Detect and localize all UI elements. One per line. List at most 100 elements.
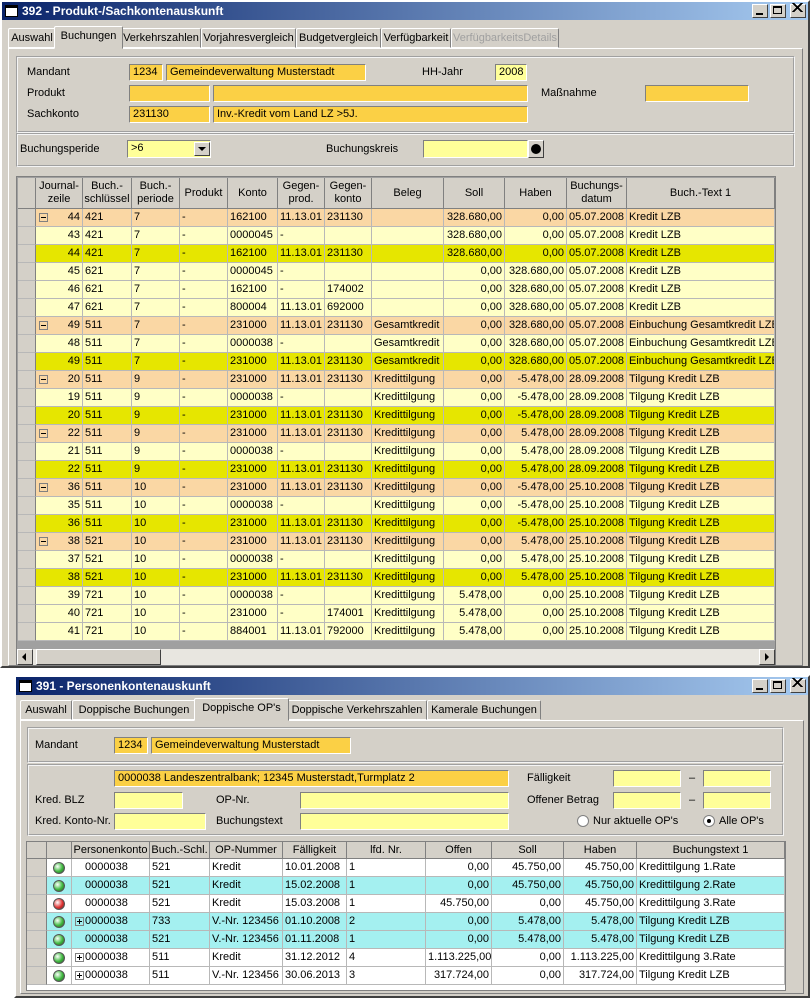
table-cell[interactable]: 5.478,00: [444, 587, 505, 605]
table-cell[interactable]: 231000: [228, 569, 278, 587]
table-cell[interactable]: 0,00: [444, 335, 505, 353]
table-cell[interactable]: 9: [132, 407, 180, 425]
table-cell[interactable]: -5.478,00: [505, 479, 567, 497]
table-cell[interactable]: 10: [132, 623, 180, 641]
table-cell[interactable]: 0000038: [72, 949, 150, 967]
table-cell[interactable]: 0,00: [426, 859, 492, 877]
table-cell[interactable]: V.-Nr. 123456: [210, 931, 283, 949]
table-cell[interactable]: 328.680,00: [505, 335, 567, 353]
table-cell[interactable]: 231130: [325, 533, 372, 551]
table-cell[interactable]: 9: [132, 443, 180, 461]
table-cell[interactable]: 521: [83, 569, 132, 587]
input-field[interactable]: [129, 85, 210, 102]
table-cell[interactable]: 5.478,00: [564, 913, 637, 931]
table-cell[interactable]: 0000038: [228, 587, 278, 605]
row-header[interactable]: [27, 967, 47, 985]
table-cell[interactable]: 521: [150, 877, 210, 895]
row-header[interactable]: [18, 587, 36, 605]
table-cell[interactable]: 05.07.2008: [567, 227, 627, 245]
table-cell[interactable]: 231130: [325, 245, 372, 263]
tab[interactable]: Verfügbarkeit: [381, 28, 451, 48]
row-header[interactable]: [18, 569, 36, 587]
row-header[interactable]: [27, 931, 47, 949]
table-cell[interactable]: -: [278, 587, 325, 605]
table-cell[interactable]: 5.478,00: [564, 931, 637, 949]
table-cell[interactable]: 0,00: [505, 623, 567, 641]
row-header[interactable]: [18, 353, 36, 371]
table-cell[interactable]: [325, 389, 372, 407]
table-cell[interactable]: 11.13.01: [278, 353, 325, 371]
table-cell[interactable]: [372, 245, 444, 263]
table-cell[interactable]: 0000038: [72, 967, 150, 985]
table-cell[interactable]: 0,00: [444, 281, 505, 299]
table-cell[interactable]: 511: [83, 335, 132, 353]
tab-active[interactable]: Buchungen: [54, 26, 123, 49]
table-cell[interactable]: 521: [83, 533, 132, 551]
table-cell[interactable]: 721: [83, 587, 132, 605]
table-cell[interactable]: 0,00: [444, 479, 505, 497]
table-cell[interactable]: Kredit LZB: [627, 281, 775, 299]
table-cell[interactable]: 421: [83, 245, 132, 263]
table-cell[interactable]: 7: [132, 299, 180, 317]
table-cell[interactable]: 0000038: [72, 913, 150, 931]
table-cell[interactable]: 44: [36, 245, 83, 263]
table-cell[interactable]: 0,00: [444, 497, 505, 515]
table-cell[interactable]: -: [278, 443, 325, 461]
table-cell[interactable]: 7: [132, 335, 180, 353]
table-cell[interactable]: 25.10.2008: [567, 551, 627, 569]
table-cell[interactable]: 521: [150, 859, 210, 877]
table-cell[interactable]: 511: [83, 371, 132, 389]
table-cell[interactable]: -: [278, 389, 325, 407]
table-cell[interactable]: 11.13.01: [278, 425, 325, 443]
table-cell[interactable]: [372, 299, 444, 317]
table-cell[interactable]: 0,00: [444, 317, 505, 335]
table-cell[interactable]: 521: [83, 551, 132, 569]
table-cell[interactable]: Kredittilgung: [372, 407, 444, 425]
table-cell[interactable]: -: [180, 335, 228, 353]
table-cell[interactable]: 0,00: [444, 461, 505, 479]
table-cell[interactable]: 9: [132, 371, 180, 389]
table-cell[interactable]: 231130: [325, 353, 372, 371]
table-cell[interactable]: 0000038: [72, 859, 150, 877]
table-cell[interactable]: -5.478,00: [505, 497, 567, 515]
table-cell[interactable]: 7: [132, 227, 180, 245]
table-cell[interactable]: 0,00: [492, 949, 564, 967]
table-cell[interactable]: -: [180, 353, 228, 371]
table-cell[interactable]: V.-Nr. 123456: [210, 967, 283, 985]
table-cell[interactable]: 11.13.01: [278, 533, 325, 551]
table-cell[interactable]: 328.680,00: [505, 353, 567, 371]
table-cell[interactable]: [372, 281, 444, 299]
table-cell[interactable]: 0,00: [505, 605, 567, 623]
table-cell[interactable]: -: [180, 227, 228, 245]
table-cell[interactable]: 5.478,00: [505, 569, 567, 587]
table-cell[interactable]: 0,00: [444, 425, 505, 443]
table-cell[interactable]: V.-Nr. 123456: [210, 913, 283, 931]
table-cell[interactable]: 231000: [228, 353, 278, 371]
column-header[interactable]: Buchungs- datum: [567, 178, 627, 209]
field-value[interactable]: Inv.-Kredit vom Land LZ >5J.: [213, 106, 528, 123]
table-cell[interactable]: 3: [347, 967, 426, 985]
table-cell[interactable]: 0000038: [72, 877, 150, 895]
table-cell[interactable]: 20: [36, 407, 83, 425]
minimize-button[interactable]: [752, 4, 768, 18]
column-header[interactable]: Journal- zeile: [36, 178, 83, 209]
row-header[interactable]: [18, 299, 36, 317]
column-header[interactable]: Offen: [426, 842, 492, 859]
table-cell[interactable]: 7: [132, 353, 180, 371]
tab[interactable]: Doppische Verkehrszahlen: [287, 700, 427, 720]
table-cell[interactable]: -: [180, 299, 228, 317]
table-cell[interactable]: Kredittilgung: [372, 587, 444, 605]
table-cell[interactable]: Kredittilgung: [372, 497, 444, 515]
table-cell[interactable]: -: [180, 533, 228, 551]
table-cell[interactable]: Tilgung Kredit LZB: [627, 389, 775, 407]
table-cell[interactable]: 45.750,00: [492, 877, 564, 895]
table-cell[interactable]: 0,00: [505, 587, 567, 605]
table-cell[interactable]: 231130: [325, 317, 372, 335]
row-header[interactable]: [18, 389, 36, 407]
table-cell[interactable]: 328.680,00: [444, 245, 505, 263]
table-cell[interactable]: 1.113.225,00: [426, 949, 492, 967]
column-header[interactable]: Buch.-Schl.: [150, 842, 210, 859]
table-cell[interactable]: 0,00: [444, 389, 505, 407]
table-cell[interactable]: 0,00: [444, 515, 505, 533]
table-cell[interactable]: 1: [347, 859, 426, 877]
